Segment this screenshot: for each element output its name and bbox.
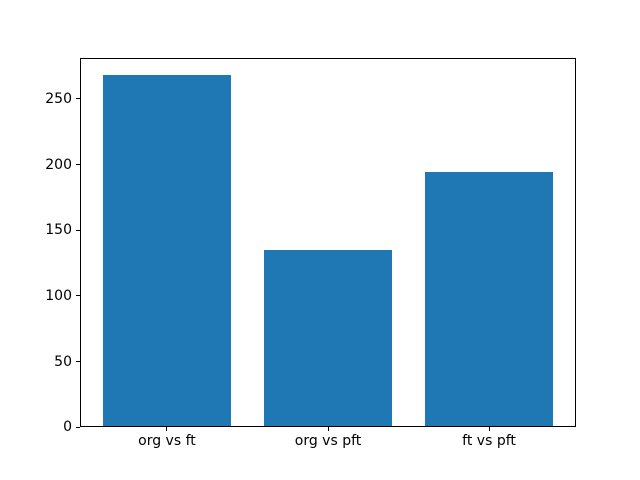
y-tick-label: 0 bbox=[63, 419, 72, 436]
x-tick-label: org vs ft bbox=[138, 433, 196, 450]
y-tick-mark bbox=[76, 361, 80, 363]
plot-area: 0 50 100 150 200 250 org vs ft org vs pft ft vs… bbox=[45, 57, 576, 448]
x-tick-mark bbox=[488, 427, 490, 432]
y-tick-mark bbox=[76, 164, 80, 165]
x-tick-label: org vs pft bbox=[294, 433, 362, 450]
bar-org-vs-ft bbox=[102, 75, 232, 428]
y-tick-label: 100 bbox=[45, 287, 72, 304]
y-tick-mark bbox=[76, 426, 80, 428]
y-tick-label: 200 bbox=[45, 156, 72, 173]
x-tick-label: ft vs pft bbox=[462, 433, 516, 450]
y-tick-label: 50 bbox=[54, 353, 72, 370]
bar-ft-vs-pft bbox=[424, 172, 554, 428]
bar-org-vs-pft bbox=[263, 249, 393, 428]
y-tick-mark bbox=[76, 295, 80, 297]
y-tick-mark bbox=[76, 98, 80, 100]
bars-layer bbox=[80, 58, 576, 428]
y-tick-label: 250 bbox=[45, 90, 72, 107]
y-tick-label: 150 bbox=[45, 222, 72, 239]
x-tick-mark bbox=[327, 427, 329, 432]
x-axis: org vs ft org vs pft ft vs pft bbox=[80, 58, 576, 448]
y-tick-mark bbox=[76, 229, 80, 231]
y-axis: 0 50 100 150 200 250 bbox=[45, 58, 576, 434]
x-tick-mark bbox=[166, 427, 168, 432]
